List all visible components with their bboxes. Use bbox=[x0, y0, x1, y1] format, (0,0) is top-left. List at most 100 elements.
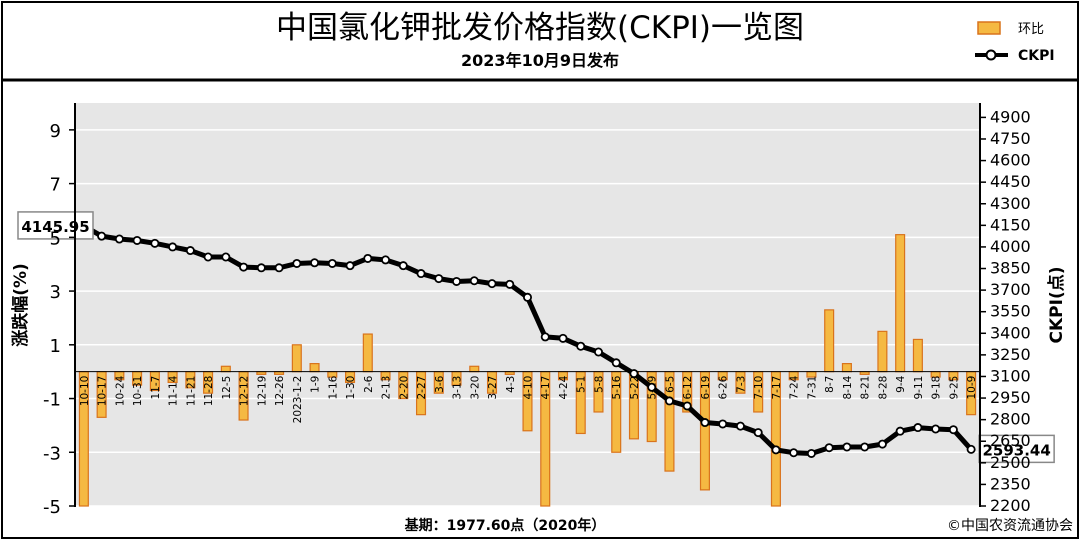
chart-title: 中国氯化钾批发价格指数(CKPI)一览图 bbox=[276, 10, 804, 46]
x-tick-label: 12-19 bbox=[256, 376, 268, 407]
legend-bar-swatch bbox=[977, 21, 1001, 35]
ckpi-point bbox=[97, 231, 107, 241]
right-tick-label: 2200 bbox=[990, 496, 1031, 515]
x-tick-label: 7-24 bbox=[789, 375, 801, 399]
right-tick-label: 3700 bbox=[990, 280, 1031, 299]
bar bbox=[291, 344, 302, 373]
ckpi-point bbox=[647, 382, 657, 392]
x-tick-label: 10-24 bbox=[114, 375, 126, 406]
bar bbox=[309, 363, 320, 373]
x-tick-label: 4-17 bbox=[540, 376, 552, 400]
x-tick-label: 6-12 bbox=[682, 376, 694, 400]
copyright-credit: ©中国农资流通协会 bbox=[947, 518, 1073, 534]
right-tick-label: 4750 bbox=[990, 129, 1031, 148]
right-tick-label: 2500 bbox=[990, 453, 1031, 472]
ckpi-point bbox=[682, 401, 692, 411]
x-tick-label: 3-27 bbox=[487, 376, 499, 400]
left-tick-label: 1 bbox=[50, 336, 61, 357]
x-tick-label: 10-9 bbox=[966, 376, 978, 400]
left-tick-label: 9 bbox=[50, 121, 61, 142]
x-tick-label: 10-17 bbox=[97, 376, 109, 407]
bar bbox=[912, 338, 923, 373]
x-tick-label: 12-12 bbox=[239, 376, 251, 407]
ckpi-point bbox=[114, 234, 124, 244]
right-tick-label: 4450 bbox=[990, 172, 1031, 191]
bar bbox=[824, 309, 835, 373]
right-tick-label: 3250 bbox=[990, 345, 1031, 364]
annotation-label: 2593.44 bbox=[982, 441, 1050, 459]
x-tick-label: 1-9 bbox=[310, 376, 322, 393]
x-tick-label: 10-31 bbox=[132, 376, 144, 407]
x-tick-label: 7-31 bbox=[806, 376, 818, 400]
x-tick-label: 8-28 bbox=[877, 376, 889, 400]
x-tick-label: 9-11 bbox=[913, 376, 925, 400]
ckpi-point bbox=[310, 258, 320, 268]
ckpi-point bbox=[132, 235, 142, 245]
ckpi-point bbox=[931, 424, 941, 434]
x-tick-label: 12-5 bbox=[221, 376, 233, 400]
left-tick-label: 7 bbox=[50, 175, 61, 196]
x-tick-label: 5-8 bbox=[593, 376, 605, 393]
x-tick-label: 3-6 bbox=[434, 375, 446, 392]
x-tick-label: 11-7 bbox=[150, 376, 162, 400]
ckpi-point bbox=[327, 258, 337, 268]
x-tick-label: 2-6 bbox=[363, 375, 375, 392]
right-tick-label: 2950 bbox=[990, 388, 1031, 407]
x-tick-label: 11-28 bbox=[203, 376, 215, 407]
annotation-box bbox=[978, 434, 1055, 464]
bar-series bbox=[78, 234, 977, 507]
ckpi-point bbox=[363, 253, 373, 263]
x-tick-label: 7-10 bbox=[753, 376, 765, 400]
ckpi-point bbox=[381, 255, 391, 265]
x-tick-label: 12-26 bbox=[274, 375, 286, 406]
x-tick-label: 1-30 bbox=[345, 376, 357, 400]
plot-area bbox=[75, 103, 980, 506]
x-tick-label: 7-3 bbox=[735, 376, 747, 393]
x-tick-label: 9-4 bbox=[895, 375, 907, 392]
ckpi-point bbox=[842, 442, 852, 452]
x-tick-label: 9-18 bbox=[931, 376, 943, 400]
ckpi-point bbox=[256, 263, 266, 273]
ckpi-point bbox=[505, 279, 515, 289]
ckpi-point bbox=[221, 252, 231, 262]
bar bbox=[877, 330, 888, 373]
x-tick-label: 6-5 bbox=[664, 376, 676, 393]
x-tick-label: 3-20 bbox=[469, 376, 481, 400]
ckpi-point bbox=[469, 276, 479, 286]
right-tick-label: 4150 bbox=[990, 215, 1031, 234]
ckpi-point bbox=[611, 358, 621, 368]
ckpi-point bbox=[576, 341, 586, 351]
legend: 环比 CKPI bbox=[975, 21, 1055, 64]
ckpi-point bbox=[487, 279, 497, 289]
ckpi-point bbox=[966, 444, 976, 454]
ckpi-point bbox=[824, 443, 834, 453]
ckpi-point bbox=[735, 421, 745, 431]
right-tick-label: 3100 bbox=[990, 366, 1031, 385]
x-tick-label: 2-13 bbox=[381, 376, 393, 400]
ckpi-point bbox=[895, 426, 905, 436]
right-tick-label: 4000 bbox=[990, 237, 1031, 256]
x-tick-label: 4-10 bbox=[523, 376, 535, 400]
ckpi-point bbox=[540, 332, 550, 342]
left-tick-label: -5 bbox=[43, 497, 61, 518]
ckpi-point bbox=[593, 347, 603, 357]
right-tick-label: 4300 bbox=[990, 194, 1031, 213]
ckpi-point bbox=[948, 425, 958, 435]
x-tick-label: 5-1 bbox=[576, 376, 588, 393]
right-tick-label: 2800 bbox=[990, 410, 1031, 429]
ckpi-point bbox=[771, 445, 781, 455]
ckpi-point bbox=[753, 428, 763, 438]
left-tick-label: -3 bbox=[43, 443, 61, 464]
ckpi-point bbox=[718, 419, 728, 429]
ckpi-point bbox=[558, 333, 568, 343]
x-tick-label: 4-3 bbox=[505, 376, 517, 393]
ckpi-point bbox=[806, 448, 816, 458]
ckpi-point bbox=[292, 258, 302, 268]
x-tick-label: 8-14 bbox=[842, 375, 854, 399]
ckpi-point bbox=[203, 252, 213, 262]
x-tick-label: 5-22 bbox=[629, 376, 641, 400]
right-tick-label: 2650 bbox=[990, 431, 1031, 450]
x-tick-label: 11-14 bbox=[168, 375, 180, 406]
